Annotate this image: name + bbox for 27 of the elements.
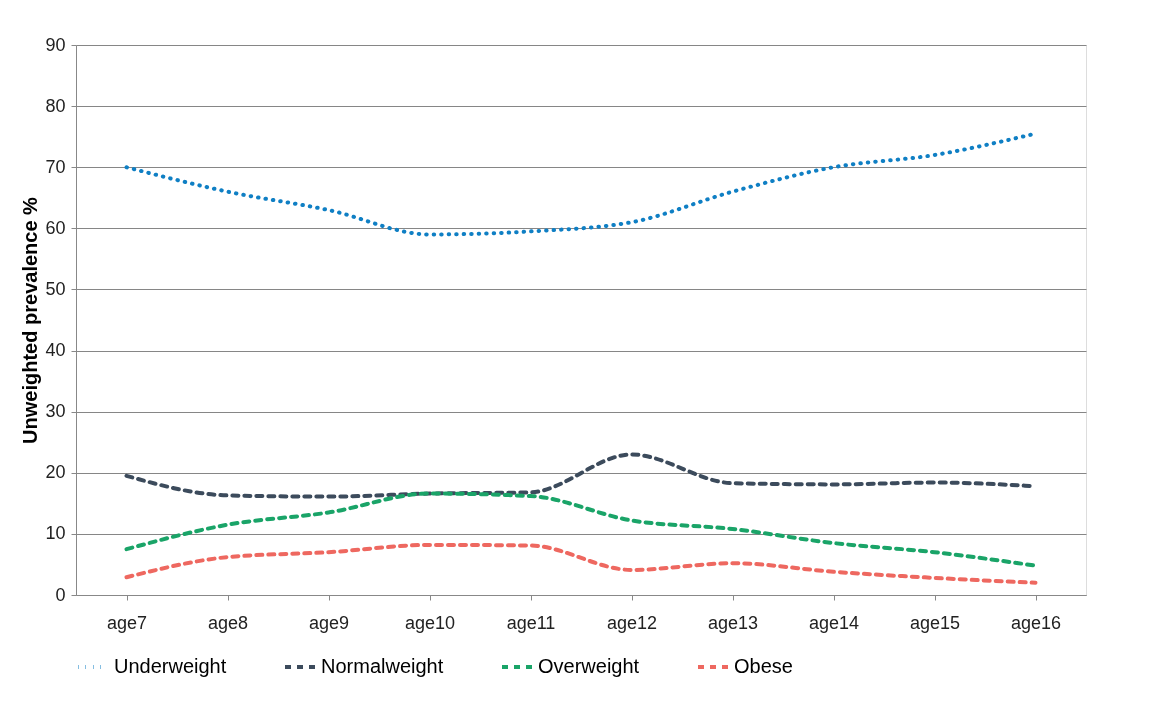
y-tick-label: 30 (45, 401, 66, 422)
y-tick-label: 0 (55, 584, 66, 605)
legend-label: Underweight (114, 655, 227, 677)
line-series (124, 542, 1038, 585)
x-tick-label: age7 (106, 612, 148, 633)
x-tick-label: age13 (707, 612, 759, 633)
y-tick-label: 20 (45, 462, 66, 483)
x-tick-label: age10 (404, 612, 456, 633)
x-tick-label: age16 (1010, 612, 1062, 633)
y-tick-label: 50 (45, 278, 66, 299)
legend-label: Overweight (538, 655, 640, 677)
y-tick-label: 80 (45, 95, 66, 116)
y-tick-label: 40 (45, 340, 66, 361)
y-axis-title: Unweighted prevalence % (19, 196, 42, 444)
y-tick-label: 10 (45, 523, 66, 544)
x-tick-label: age11 (506, 612, 556, 633)
x-tick-label: age14 (808, 612, 860, 633)
x-tick-label: age15 (909, 612, 961, 633)
y-tick-label: 90 (45, 34, 66, 55)
x-tick-label: age9 (308, 612, 350, 633)
line-series (124, 491, 1038, 568)
y-tick-label: 70 (45, 156, 66, 177)
x-tick-label: age12 (606, 612, 658, 633)
y-tick-label: 60 (45, 217, 66, 238)
legend-label: Obese (734, 655, 793, 677)
x-tick-label: age8 (207, 612, 249, 633)
legend-label: Normalweight (321, 655, 444, 677)
